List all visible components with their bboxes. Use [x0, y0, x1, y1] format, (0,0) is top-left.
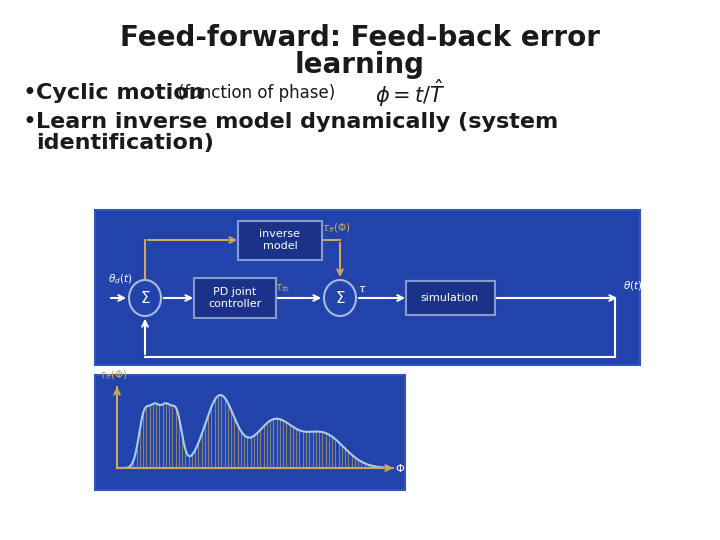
Text: PD joint
controller: PD joint controller	[208, 287, 261, 309]
Text: $\Sigma$: $\Sigma$	[335, 290, 346, 306]
Text: inverse
model: inverse model	[259, 229, 300, 251]
Text: Learn inverse model dynamically (system: Learn inverse model dynamically (system	[36, 112, 558, 132]
Text: •: •	[22, 81, 36, 105]
Text: $\tau_{ff}(\Phi)$: $\tau_{ff}(\Phi)$	[99, 368, 128, 382]
Text: $\theta(t)$: $\theta(t)$	[623, 279, 642, 292]
Text: $\Phi$: $\Phi$	[395, 462, 405, 474]
Ellipse shape	[129, 280, 161, 316]
Ellipse shape	[324, 280, 356, 316]
FancyBboxPatch shape	[194, 278, 276, 318]
Text: •: •	[22, 110, 36, 134]
Text: $\tau$: $\tau$	[358, 284, 366, 294]
Text: $\tau_{fb}$: $\tau_{fb}$	[275, 282, 290, 294]
Text: Feed-forward: Feed-back error: Feed-forward: Feed-back error	[120, 24, 600, 52]
Text: (function of phase): (function of phase)	[178, 84, 336, 102]
Text: $\Sigma$: $\Sigma$	[140, 290, 150, 306]
Text: simulation: simulation	[421, 293, 479, 303]
Text: $\theta_d(t)$: $\theta_d(t)$	[108, 272, 132, 286]
Text: $\tau_{ff}(\Phi)$: $\tau_{ff}(\Phi)$	[322, 221, 351, 235]
FancyBboxPatch shape	[95, 210, 640, 365]
Text: identification): identification)	[36, 133, 214, 153]
Text: $\phi = t/\hat{T}$: $\phi = t/\hat{T}$	[375, 77, 446, 109]
FancyBboxPatch shape	[95, 375, 405, 490]
FancyBboxPatch shape	[238, 220, 322, 260]
Text: learning: learning	[295, 51, 425, 79]
Text: Cyclic motion: Cyclic motion	[36, 83, 204, 103]
FancyBboxPatch shape	[405, 281, 495, 315]
